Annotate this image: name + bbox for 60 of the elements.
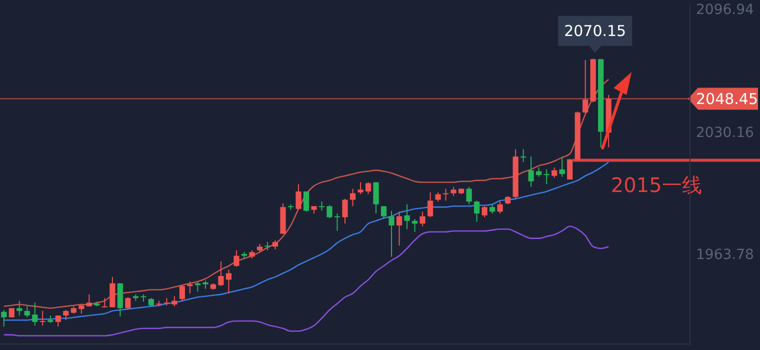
candlestick xyxy=(40,310,46,326)
annotation: 2070.15 xyxy=(564,22,626,40)
candlestick xyxy=(234,250,240,268)
candlestick xyxy=(272,240,278,250)
candlestick xyxy=(218,260,224,287)
candlestick xyxy=(179,284,185,302)
y-tick-label: 2096.94 xyxy=(696,2,754,18)
candlestick xyxy=(552,167,558,178)
candlestick xyxy=(1,310,7,328)
candlestick xyxy=(8,308,14,318)
candlestick xyxy=(350,188,356,207)
candlestick xyxy=(404,204,410,230)
candlestick xyxy=(164,298,170,306)
line-series xyxy=(3,226,610,336)
candlestick xyxy=(24,306,30,318)
candlestick xyxy=(110,276,116,308)
candlestick xyxy=(365,182,372,195)
candlestick xyxy=(420,211,426,227)
candlestick xyxy=(78,304,84,314)
ref-line-label: 2048.45 xyxy=(696,90,758,108)
candlestick xyxy=(544,168,550,185)
candlestick xyxy=(55,315,61,328)
candlestick xyxy=(334,213,340,232)
ref-line-label: 2015一线 xyxy=(610,173,702,198)
candlestick xyxy=(373,182,379,214)
candlestick xyxy=(427,192,434,218)
candlestick xyxy=(125,296,131,310)
candlestick xyxy=(528,156,534,188)
candlestick xyxy=(86,294,92,307)
candlestick xyxy=(32,302,38,326)
candlestick xyxy=(172,296,178,307)
candlestick xyxy=(450,186,456,197)
candlestick xyxy=(342,198,348,224)
candlestick xyxy=(435,192,441,202)
candlestick xyxy=(264,242,270,251)
candlestick xyxy=(466,186,472,205)
candlestick xyxy=(16,300,22,316)
candlestick xyxy=(536,167,542,178)
candlestick xyxy=(318,201,325,212)
candlestick xyxy=(63,310,69,321)
candlestick xyxy=(388,210,394,258)
candlestick xyxy=(326,204,332,219)
candlestick xyxy=(520,148,526,163)
candlestick xyxy=(303,190,310,212)
candlestick xyxy=(296,184,302,210)
candlestick xyxy=(497,201,503,214)
candlestick xyxy=(559,156,565,178)
y-tick-label: 2030.16 xyxy=(696,124,754,141)
candlestick xyxy=(396,211,402,246)
candlestick xyxy=(490,204,496,214)
line-series xyxy=(3,161,610,321)
y-tick-label: 1963.78 xyxy=(696,246,754,263)
candlestick xyxy=(358,182,364,195)
candlestick xyxy=(102,298,108,308)
candlestick xyxy=(482,206,488,218)
candlestick xyxy=(474,200,480,222)
candlestick xyxy=(442,188,449,202)
candlestick xyxy=(380,206,387,220)
line-series xyxy=(3,78,610,309)
candlestick xyxy=(226,269,232,294)
